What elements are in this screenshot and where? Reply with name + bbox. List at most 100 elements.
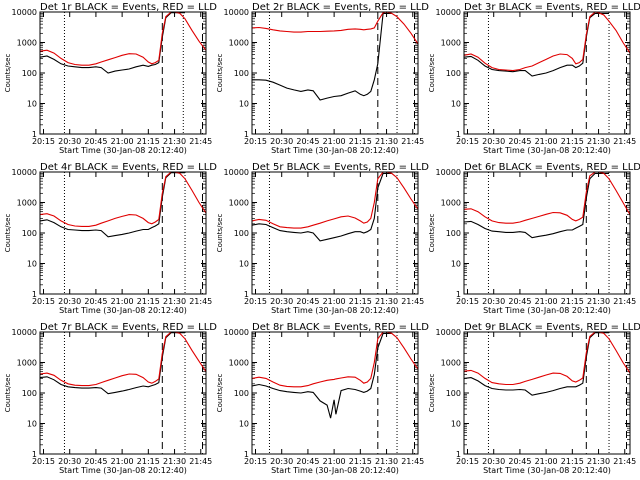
y-tick-label: 10000 (12, 8, 37, 17)
x-tick-label: 21:45 (401, 137, 424, 146)
plot-frame (251, 171, 419, 295)
detector-panel: Det 3r BLACK = Events, RED = LLD Counts/s… (428, 2, 640, 155)
x-tick-label: 20:45 (296, 137, 319, 146)
x-tick-label: 21:00 (535, 457, 558, 466)
x-tick-label: 21:30 (375, 457, 398, 466)
y-tick-label: 1000 (441, 199, 461, 208)
x-tick-label: 20:45 (84, 457, 107, 466)
panel-title: Det 5r BLACK = Events, RED = LLD (252, 162, 429, 173)
x-axis-label: Start Time (30-Jan-08 20:12:40) (271, 146, 399, 155)
x-axis-label: Start Time (30-Jan-08 20:12:40) (59, 306, 187, 315)
events-series-line (251, 172, 392, 242)
y-tick-label: 1000 (229, 199, 249, 208)
events-series-line (251, 332, 392, 419)
x-tick-label: 21:15 (561, 457, 584, 466)
x-tick-label: 21:00 (323, 137, 346, 146)
events-series-line (39, 172, 185, 238)
plot-frame (39, 171, 207, 295)
x-tick-label: 21:45 (189, 457, 212, 466)
panel-title: Det 2r BLACK = Events, RED = LLD (252, 2, 429, 13)
y-tick-label: 10 (239, 260, 249, 269)
y-tick-label: 1000 (17, 359, 37, 368)
y-tick-label: 10 (451, 420, 461, 429)
events-series-line (463, 172, 609, 239)
x-tick-label: 20:15 (244, 137, 267, 146)
y-axis-label: Counts/sec (216, 54, 224, 93)
lld-series-line (463, 171, 631, 224)
y-tick-label: 100 (446, 389, 461, 398)
x-tick-label: 20:15 (456, 457, 479, 466)
plot-frame (39, 331, 207, 455)
x-tick-label: 21:45 (401, 457, 424, 466)
x-tick-label: 21:00 (323, 297, 346, 306)
x-tick-label: 20:30 (270, 457, 293, 466)
x-tick-label: 21:15 (137, 457, 160, 466)
panel-title: Det 9r BLACK = Events, RED = LLD (464, 322, 640, 333)
y-tick-label: 10000 (224, 8, 249, 17)
x-tick-label: 20:15 (456, 297, 479, 306)
x-tick-label: 21:00 (111, 297, 134, 306)
y-tick-label: 100 (234, 229, 249, 238)
detector-panel: Det 6r BLACK = Events, RED = LLD Counts/s… (428, 162, 640, 315)
x-tick-label: 21:15 (349, 137, 372, 146)
x-tick-label: 21:00 (111, 457, 134, 466)
y-tick-label: 1000 (17, 39, 37, 48)
panel-title: Det 6r BLACK = Events, RED = LLD (464, 162, 640, 173)
events-series-line (463, 12, 609, 77)
y-tick-label: 100 (446, 229, 461, 238)
detector-panel: Det 9r BLACK = Events, RED = LLD Counts/s… (428, 322, 640, 475)
x-tick-label: 21:00 (323, 457, 346, 466)
x-tick-label: 21:45 (613, 297, 636, 306)
panel-title: Det 4r BLACK = Events, RED = LLD (40, 162, 217, 173)
events-series-line (39, 12, 185, 74)
y-tick-label: 10 (27, 260, 37, 269)
panel-title: Det 8r BLACK = Events, RED = LLD (252, 322, 429, 333)
y-tick-label: 10000 (436, 328, 461, 337)
x-tick-label: 21:15 (561, 297, 584, 306)
y-tick-label: 1 (456, 130, 461, 139)
x-tick-label: 20:45 (296, 457, 319, 466)
x-tick-label: 20:15 (456, 137, 479, 146)
x-tick-label: 20:45 (508, 457, 531, 466)
x-tick-label: 21:45 (401, 297, 424, 306)
x-tick-label: 21:30 (163, 137, 186, 146)
x-tick-label: 21:15 (349, 457, 372, 466)
x-tick-label: 21:00 (111, 137, 134, 146)
lld-series-line (251, 171, 419, 229)
panel-title: Det 3r BLACK = Events, RED = LLD (464, 2, 640, 13)
y-tick-label: 100 (234, 69, 249, 78)
x-tick-label: 21:30 (587, 457, 610, 466)
x-tick-label: 21:45 (189, 297, 212, 306)
lld-series-line (463, 11, 631, 72)
y-tick-label: 100 (22, 69, 37, 78)
x-axis-label: Start Time (30-Jan-08 20:12:40) (483, 306, 611, 315)
y-tick-label: 1 (32, 130, 37, 139)
lld-series-line (251, 331, 419, 388)
events-series-line (39, 332, 185, 395)
x-tick-label: 20:30 (58, 457, 81, 466)
lld-series-line (251, 11, 419, 45)
x-tick-label: 20:30 (270, 137, 293, 146)
y-tick-label: 1 (244, 290, 249, 299)
x-tick-label: 20:15 (32, 457, 55, 466)
x-tick-label: 21:00 (535, 297, 558, 306)
y-tick-label: 10000 (436, 168, 461, 177)
y-tick-label: 1 (244, 130, 249, 139)
detector-panel: Det 4r BLACK = Events, RED = LLD Counts/s… (4, 162, 217, 315)
y-tick-label: 100 (234, 389, 249, 398)
events-series-line (252, 12, 392, 101)
x-axis-label: Start Time (30-Jan-08 20:12:40) (483, 146, 611, 155)
y-tick-label: 1 (456, 290, 461, 299)
detector-panel: Det 8r BLACK = Events, RED = LLD Counts/s… (216, 322, 429, 475)
y-tick-label: 1000 (17, 199, 37, 208)
x-tick-label: 20:45 (508, 137, 531, 146)
x-tick-label: 21:30 (587, 297, 610, 306)
x-axis-label: Start Time (30-Jan-08 20:12:40) (59, 466, 187, 475)
x-tick-label: 21:15 (137, 297, 160, 306)
y-tick-label: 10 (451, 260, 461, 269)
panel-title: Det 7r BLACK = Events, RED = LLD (40, 322, 217, 333)
x-axis-label: Start Time (30-Jan-08 20:12:40) (59, 146, 187, 155)
y-axis-label: Counts/sec (428, 214, 436, 253)
y-tick-label: 100 (446, 69, 461, 78)
detector-panel: Det 5r BLACK = Events, RED = LLD Counts/s… (216, 162, 429, 315)
